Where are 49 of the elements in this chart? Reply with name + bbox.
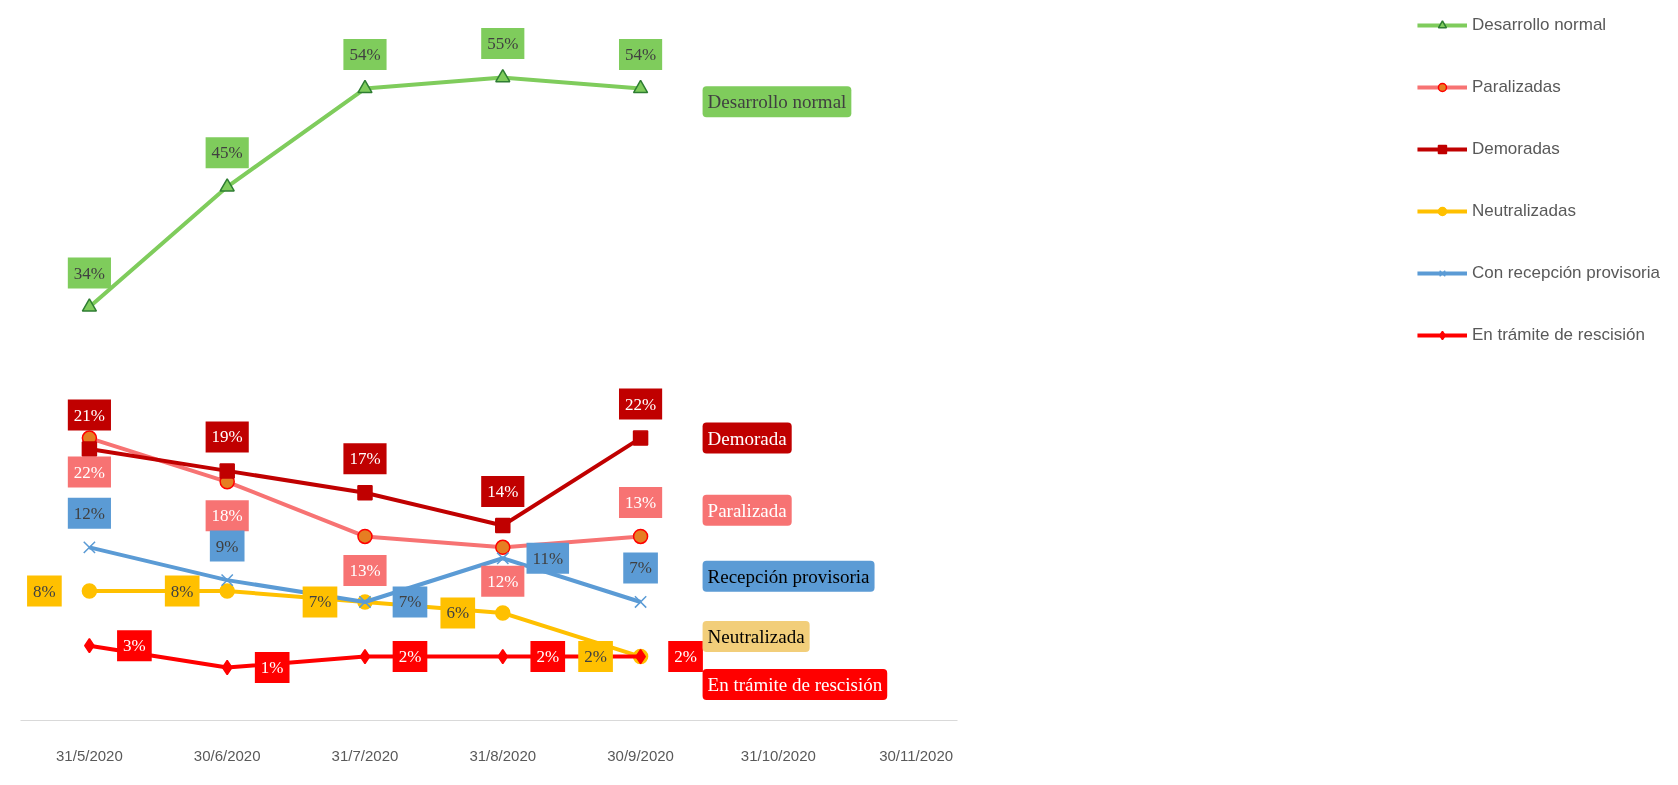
data-label: 18% [211, 506, 243, 526]
x-tick-label: 31/10/2020 [740, 746, 816, 764]
data-label: 1% [260, 658, 284, 678]
data-label: 22% [73, 462, 105, 482]
data-label: 2% [584, 647, 607, 667]
legend-label: Desarrollo normal [1471, 15, 1607, 35]
data-label: 8% [33, 581, 56, 601]
legend-label: Neutralizadas [1471, 201, 1576, 221]
x-tick-label: 30/11/2020 [879, 746, 954, 764]
data-label: 13% [624, 492, 657, 512]
annotation: Neutralizada [707, 625, 806, 647]
text: En trámite de rescisión [707, 673, 883, 695]
data-label: 22% [624, 394, 657, 414]
x-tick-label: 30/9/2020 [607, 746, 674, 764]
legend-label: Demoradas [1471, 139, 1560, 159]
data-label: 8% [170, 581, 194, 601]
data-label: 13% [349, 560, 381, 580]
data-label: 19% [211, 427, 243, 447]
x-tick-label: 31/7/2020 [331, 746, 399, 764]
data-label: 12% [487, 571, 519, 591]
data-label: 17% [349, 449, 381, 469]
legend-label: Con recepción provisoria [1471, 263, 1660, 283]
x-tick-label: 31/5/2020 [56, 746, 123, 764]
data-label: 14% [487, 482, 519, 501]
x-tick-label: 30/6/2020 [193, 746, 261, 764]
data-label: 54% [624, 45, 657, 65]
data-label: 2% [536, 647, 560, 667]
annotation: Paralizada [707, 499, 788, 521]
annotation: Recepción provisoria [707, 565, 871, 587]
data-label: 34% [73, 263, 105, 283]
data-label: 2% [674, 647, 697, 667]
data-label: 45% [211, 143, 243, 163]
data-label: 3% [123, 636, 146, 656]
legend-label: Paralizadas [1471, 77, 1561, 97]
data-label: 11% [532, 548, 564, 568]
legend-label: En trámite de rescisión [1471, 325, 1645, 345]
annotation: Demorada [707, 427, 788, 449]
data-label: 55% [487, 34, 519, 54]
data-label: 7% [398, 592, 422, 612]
data-label: 9% [215, 536, 239, 556]
data-label: 7% [308, 592, 332, 612]
data-label: 12% [73, 503, 105, 523]
data-label: 6% [446, 603, 470, 623]
data-label: 2% [398, 647, 422, 667]
data-label: 21% [73, 405, 105, 425]
x-tick-label: 31/8/2020 [469, 746, 537, 764]
data-label: 54% [349, 45, 381, 65]
data-label: 7% [629, 558, 652, 578]
annotation: Desarrollo normal [707, 91, 847, 113]
